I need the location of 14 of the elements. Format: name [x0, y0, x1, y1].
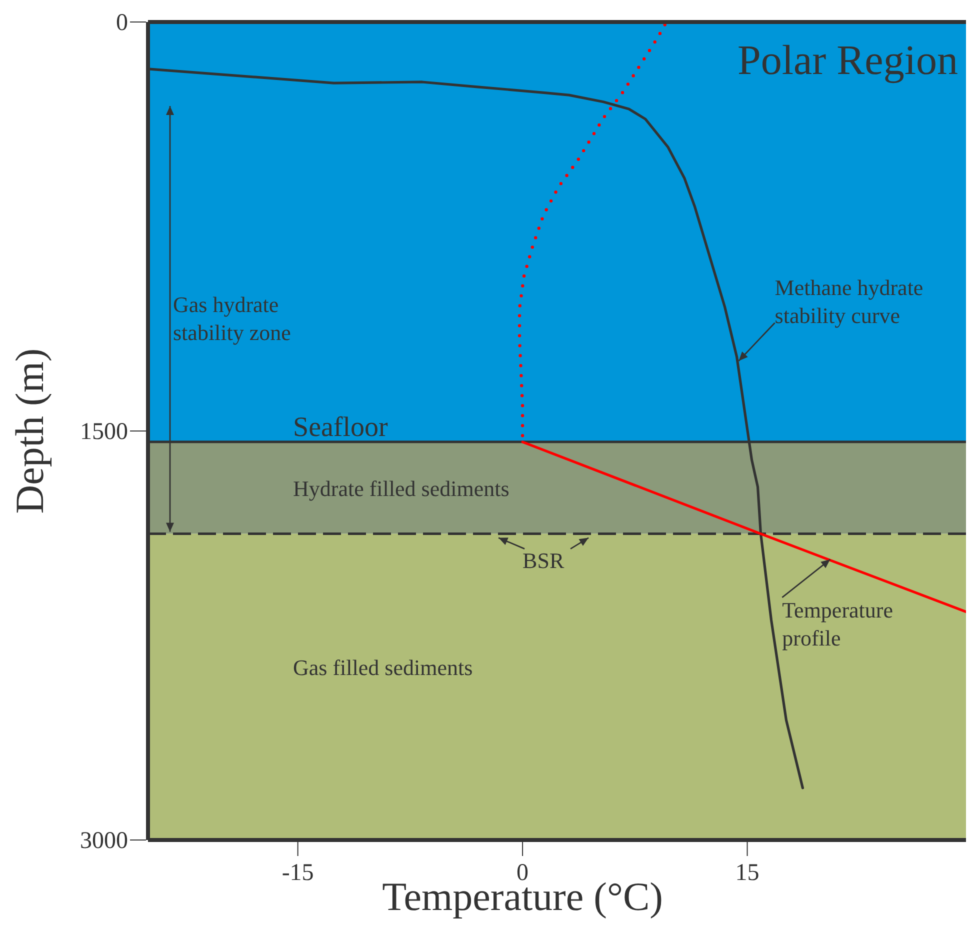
y-tick-label: 0	[116, 10, 128, 36]
y-tick-label: 1500	[80, 419, 128, 445]
x-tick-label: -15	[282, 860, 314, 886]
band-label: Gas filled sediments	[293, 654, 473, 680]
legend-label: BSR	[522, 548, 564, 573]
ref-line-label: Seafloor	[293, 412, 389, 443]
annotation: Methane hydrate stability curve	[774, 274, 924, 328]
band-label: Hydrate filled sediments	[293, 476, 510, 501]
annotation: Temperature profile	[782, 597, 894, 650]
annotation: Gas hydrate stability zone	[173, 292, 291, 345]
x-tick-label: 15	[735, 860, 760, 886]
y-axis-title: Depth (m)	[7, 348, 52, 514]
y-tick-label: 3000	[80, 828, 128, 854]
chart-title: Polar Region	[738, 38, 958, 84]
